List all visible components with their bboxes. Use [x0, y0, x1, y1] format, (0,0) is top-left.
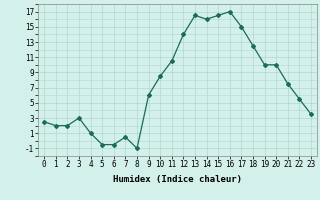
X-axis label: Humidex (Indice chaleur): Humidex (Indice chaleur) — [113, 175, 242, 184]
